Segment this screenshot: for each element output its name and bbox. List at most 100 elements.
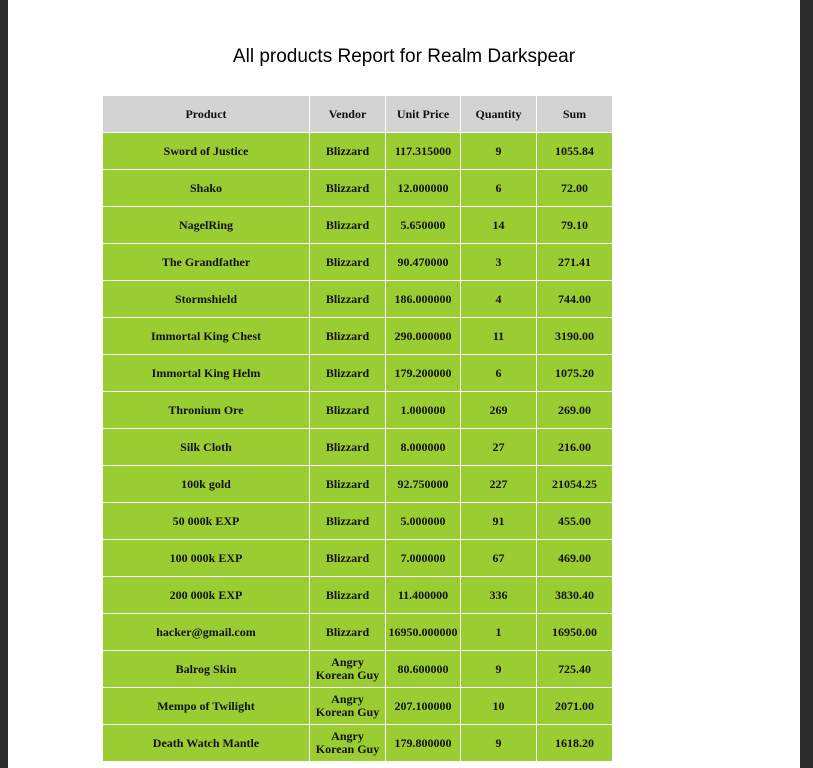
cell-sum: 744.00: [536, 280, 613, 318]
cell-sum: 3190.00: [536, 317, 613, 355]
table-row: Death Watch Mantle Angry Korean Guy 179.80…: [102, 724, 613, 762]
cell-product: Stormshield: [102, 280, 310, 318]
table-row: Stormshield Blizzard 186.000000 4 744.00: [102, 280, 613, 318]
cell-vendor: Blizzard: [309, 613, 386, 651]
cell-unit-price: 1.000000: [385, 391, 461, 429]
table-row: 100 000k EXP Blizzard 7.000000 67 469.00: [102, 539, 613, 577]
cell-unit-price: 11.400000: [385, 576, 461, 614]
cell-unit-price: 92.750000: [385, 465, 461, 503]
cell-unit-price: 8.000000: [385, 428, 461, 466]
cell-unit-price: 117.315000: [385, 132, 461, 170]
header-unit-price: Unit Price: [385, 95, 461, 133]
cell-product: Silk Cloth: [102, 428, 310, 466]
cell-unit-price: 7.000000: [385, 539, 461, 577]
cell-vendor: Blizzard: [309, 169, 386, 207]
table-row: Immortal King Helm Blizzard 179.200000 6 107…: [102, 354, 613, 392]
cell-sum: 3830.40: [536, 576, 613, 614]
cell-product: 100 000k EXP: [102, 539, 310, 577]
cell-unit-price: 5.650000: [385, 206, 461, 244]
cell-product: NagelRing: [102, 206, 310, 244]
cell-product: Balrog Skin: [102, 650, 310, 688]
cell-vendor: Blizzard: [309, 391, 386, 429]
cell-sum: 21054.25: [536, 465, 613, 503]
cell-vendor: Blizzard: [309, 243, 386, 281]
cell-quantity: 1: [460, 613, 537, 651]
cell-product: The Grandfather: [102, 243, 310, 281]
cell-quantity: 91: [460, 502, 537, 540]
cell-vendor: Blizzard: [309, 132, 386, 170]
cell-unit-price: 290.000000: [385, 317, 461, 355]
cell-quantity: 6: [460, 169, 537, 207]
cell-quantity: 336: [460, 576, 537, 614]
table-row: The Grandfather Blizzard 90.470000 3 271.41: [102, 243, 613, 281]
cell-unit-price: 179.800000: [385, 724, 461, 762]
cell-vendor: Blizzard: [309, 354, 386, 392]
cell-vendor: Blizzard: [309, 576, 386, 614]
cell-vendor: Blizzard: [309, 280, 386, 318]
right-window-border: [800, 0, 813, 768]
cell-vendor: Blizzard: [309, 428, 386, 466]
cell-sum: 72.00: [536, 169, 613, 207]
cell-sum: 216.00: [536, 428, 613, 466]
cell-quantity: 9: [460, 132, 537, 170]
table-row: Immortal King Chest Blizzard 290.000000 11 3…: [102, 317, 613, 355]
cell-quantity: 11: [460, 317, 537, 355]
cell-product: Death Watch Mantle: [102, 724, 310, 762]
cell-quantity: 9: [460, 650, 537, 688]
table-row: Thronium Ore Blizzard 1.000000 269 269.00: [102, 391, 613, 429]
cell-unit-price: 207.100000: [385, 687, 461, 725]
table-row: 50 000k EXP Blizzard 5.000000 91 455.00: [102, 502, 613, 540]
cell-product: Shako: [102, 169, 310, 207]
cell-vendor: Blizzard: [309, 465, 386, 503]
header-sum: Sum: [536, 95, 613, 133]
cell-vendor: Angry Korean Guy: [309, 650, 386, 688]
cell-vendor: Blizzard: [309, 539, 386, 577]
cell-unit-price: 179.200000: [385, 354, 461, 392]
table-row: hacker@gmail.com Blizzard 16950.000000 1 169…: [102, 613, 613, 651]
cell-product: 50 000k EXP: [102, 502, 310, 540]
table-row: Mempo of Twilight Angry Korean Guy 207.100…: [102, 687, 613, 725]
cell-product: Immortal King Chest: [102, 317, 310, 355]
table-row: 200 000k EXP Blizzard 11.400000 336 3830.40: [102, 576, 613, 614]
cell-sum: 79.10: [536, 206, 613, 244]
cell-unit-price: 186.000000: [385, 280, 461, 318]
cell-quantity: 14: [460, 206, 537, 244]
cell-quantity: 27: [460, 428, 537, 466]
cell-quantity: 9: [460, 724, 537, 762]
table-row: Shako Blizzard 12.000000 6 72.00: [102, 169, 613, 207]
cell-quantity: 227: [460, 465, 537, 503]
header-vendor: Vendor: [309, 95, 386, 133]
cell-product: Immortal King Helm: [102, 354, 310, 392]
left-window-border: [0, 0, 8, 768]
cell-quantity: 10: [460, 687, 537, 725]
cell-quantity: 67: [460, 539, 537, 577]
cell-product: 200 000k EXP: [102, 576, 310, 614]
cell-unit-price: 5.000000: [385, 502, 461, 540]
cell-quantity: 269: [460, 391, 537, 429]
cell-sum: 455.00: [536, 502, 613, 540]
cell-vendor: Blizzard: [309, 502, 386, 540]
cell-unit-price: 90.470000: [385, 243, 461, 281]
table-row: Balrog Skin Angry Korean Guy 80.600000 9 725…: [102, 650, 613, 688]
cell-quantity: 4: [460, 280, 537, 318]
report-title: All products Report for Realm Darkspear: [232, 46, 576, 67]
cell-vendor: Angry Korean Guy: [309, 724, 386, 762]
cell-unit-price: 12.000000: [385, 169, 461, 207]
table-row: NagelRing Blizzard 5.650000 14 79.10: [102, 206, 613, 244]
cell-sum: 1075.20: [536, 354, 613, 392]
cell-quantity: 3: [460, 243, 537, 281]
cell-sum: 469.00: [536, 539, 613, 577]
cell-product: Mempo of Twilight: [102, 687, 310, 725]
cell-quantity: 6: [460, 354, 537, 392]
cell-product: 100k gold: [102, 465, 310, 503]
cell-sum: 16950.00: [536, 613, 613, 651]
table-body: Sword of Justice Blizzard 117.315000 9 1055.…: [102, 132, 613, 762]
cell-unit-price: 80.600000: [385, 650, 461, 688]
table-header-row: Product Vendor Unit Price Quantity Sum: [102, 95, 613, 133]
cell-sum: 1055.84: [536, 132, 613, 170]
cell-unit-price: 16950.000000: [385, 613, 461, 651]
cell-vendor: Blizzard: [309, 317, 386, 355]
cell-sum: 725.40: [536, 650, 613, 688]
cell-product: hacker@gmail.com: [102, 613, 310, 651]
table-row: Silk Cloth Blizzard 8.000000 27 216.00: [102, 428, 613, 466]
